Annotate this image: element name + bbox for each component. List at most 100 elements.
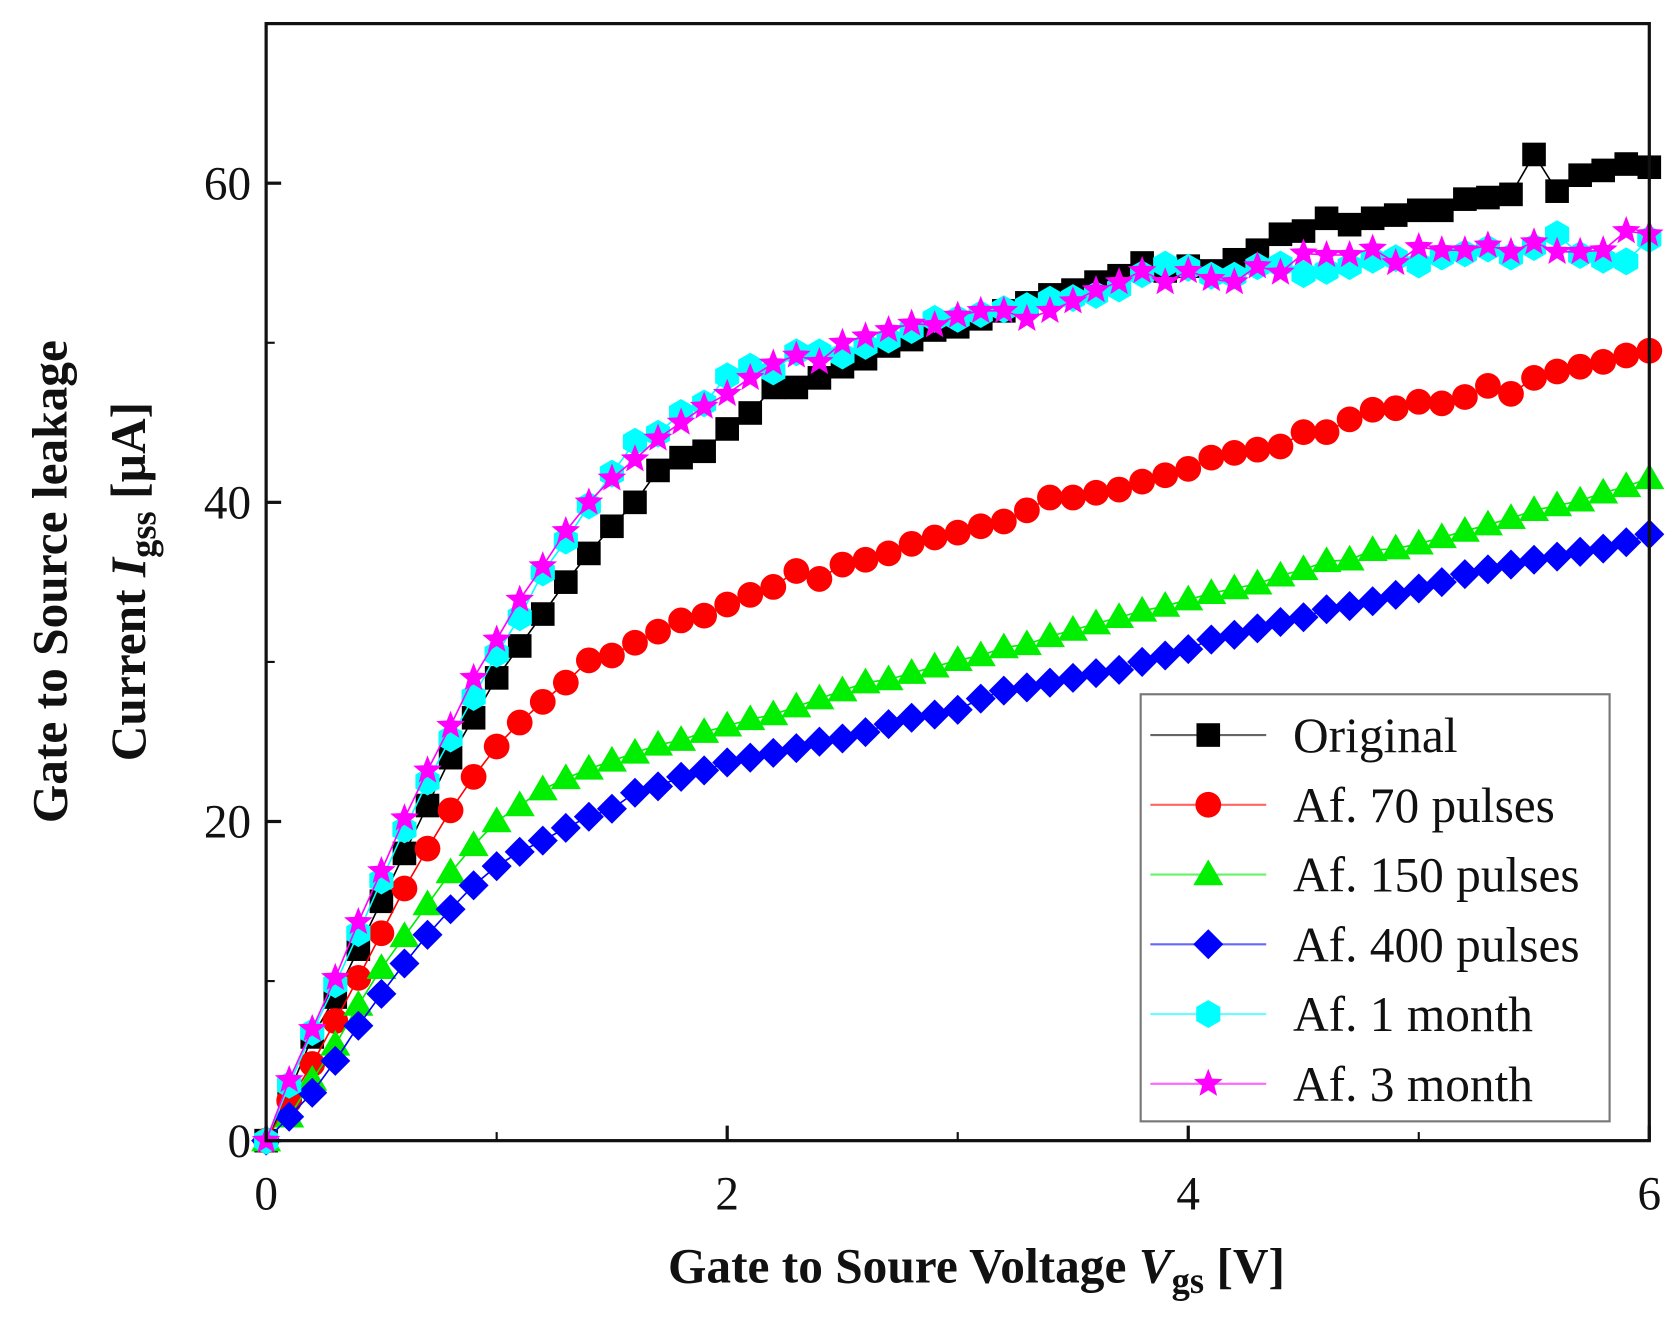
- data-point: [965, 683, 996, 714]
- data-point: [1588, 533, 1619, 564]
- data-point: [944, 519, 971, 546]
- legend-entry: Af. 1 month: [1150, 987, 1533, 1042]
- data-point: [990, 508, 1017, 535]
- y-tick-label: 60: [204, 158, 251, 210]
- data-point: [1495, 503, 1527, 530]
- data-point: [1614, 152, 1639, 176]
- data-point: [412, 919, 443, 950]
- data-point: [1499, 182, 1523, 207]
- data-point: [1311, 546, 1342, 573]
- data-point: [619, 777, 651, 808]
- data-point: [1081, 608, 1112, 635]
- data-point: [368, 920, 395, 947]
- data-point: [1590, 349, 1617, 375]
- data-point: [507, 634, 532, 658]
- data-point: [1453, 187, 1477, 211]
- data-point: [435, 857, 466, 884]
- data-point: [897, 308, 926, 336]
- data-point: [1357, 535, 1388, 561]
- data-point: [458, 870, 489, 901]
- data-point: [1175, 455, 1202, 482]
- data-point: [530, 602, 555, 626]
- data-point: [1153, 250, 1178, 279]
- data-point: [1242, 613, 1273, 644]
- data-point: [390, 803, 419, 831]
- data-point: [1381, 247, 1411, 276]
- data-point: [1266, 257, 1295, 285]
- data-point: [1495, 549, 1527, 580]
- data-point: [600, 514, 624, 539]
- data-point: [689, 391, 719, 419]
- legend-entry: Original: [1150, 708, 1458, 763]
- data-point: [459, 662, 488, 691]
- data-point: [1104, 267, 1134, 295]
- series-af-150-pulses: [251, 463, 1665, 1152]
- data-point: [461, 705, 486, 730]
- data-point: [919, 699, 950, 730]
- legend-label: Af. 3 month: [1293, 1057, 1533, 1112]
- legend-marker: [1193, 859, 1224, 886]
- data-point: [1150, 591, 1181, 617]
- data-point: [737, 582, 764, 608]
- data-point: [1403, 573, 1434, 604]
- x-tick-label: 4: [1176, 1168, 1200, 1220]
- data-point: [1334, 544, 1365, 571]
- data-point: [781, 691, 812, 718]
- data-point: [1219, 619, 1250, 650]
- data-point: [643, 729, 674, 756]
- data-point: [1427, 235, 1457, 263]
- data-point: [1426, 522, 1457, 549]
- data-point: [1244, 436, 1271, 463]
- data-point: [619, 737, 651, 764]
- data-point: [1358, 233, 1387, 261]
- data-point: [1242, 568, 1273, 595]
- data-point: [483, 733, 510, 760]
- data-point: [345, 965, 372, 991]
- data-point: [1083, 479, 1109, 506]
- data-point: [967, 513, 994, 540]
- data-point: [646, 458, 670, 483]
- data-point: [620, 444, 650, 472]
- data-point: [850, 667, 881, 694]
- data-point: [435, 894, 466, 925]
- legend-label: Af. 400 pulses: [1293, 917, 1580, 972]
- data-point: [1173, 584, 1204, 611]
- data-point: [274, 1101, 305, 1132]
- data-point: [414, 835, 441, 862]
- data-point: [1198, 444, 1225, 471]
- data-point: [943, 300, 973, 328]
- legend-label: Af. 70 pulses: [1293, 778, 1555, 833]
- data-point: [529, 688, 556, 715]
- legend-label: Af. 1 month: [1293, 987, 1533, 1042]
- data-point: [643, 423, 673, 451]
- legend-entry: Af. 70 pulses: [1150, 778, 1555, 833]
- y-tick-label: 0: [228, 1116, 252, 1168]
- data-point: [1357, 586, 1388, 617]
- data-point: [1613, 342, 1640, 369]
- data-point: [1243, 251, 1272, 279]
- data-point: [784, 375, 809, 400]
- data-point: [1475, 372, 1501, 399]
- y-axis-label-line2: Current Igss [µA]: [101, 402, 164, 761]
- data-point: [1428, 390, 1455, 417]
- data-point: [989, 295, 1019, 324]
- legend-entry: Af. 150 pulses: [1150, 848, 1580, 903]
- data-point: [1565, 536, 1596, 567]
- y-tick-label: 40: [204, 477, 251, 529]
- data-point: [1426, 567, 1457, 598]
- data-point: [391, 875, 418, 902]
- data-point: [1588, 477, 1619, 504]
- data-point: [505, 584, 535, 612]
- data-point: [1106, 476, 1132, 503]
- data-point: [873, 664, 904, 691]
- data-point: [507, 603, 532, 632]
- data-point: [1545, 179, 1569, 203]
- data-markers: [251, 142, 1665, 1156]
- y-tick-label: 20: [204, 797, 251, 849]
- data-point: [1311, 594, 1342, 625]
- data-point: [735, 704, 766, 731]
- data-point: [1127, 255, 1157, 284]
- data-point: [1220, 267, 1249, 295]
- data-point: [1081, 658, 1112, 689]
- data-point: [1472, 554, 1503, 585]
